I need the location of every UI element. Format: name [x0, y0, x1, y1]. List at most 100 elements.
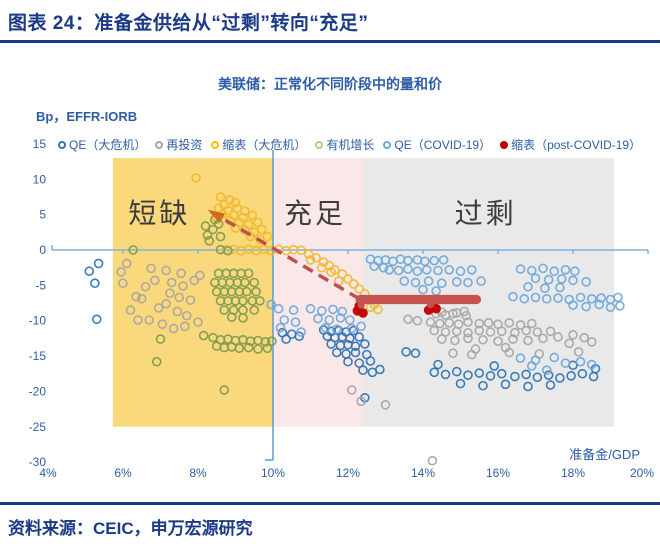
data-point-series-2 [316, 262, 327, 273]
data-point-series-0 [375, 364, 385, 375]
data-point-series-2 [303, 249, 314, 260]
data-point-series-4 [549, 266, 560, 277]
data-point-series-2 [225, 195, 235, 205]
y-tick-label: 15 [33, 137, 47, 151]
data-point-series-3 [151, 356, 162, 367]
data-point-series-3 [243, 268, 254, 279]
data-point-series-4 [560, 264, 571, 275]
y-tick-label: 5 [39, 208, 46, 222]
data-point-series-4 [568, 275, 578, 286]
data-point-series-4 [320, 322, 331, 333]
y-axis-title: Bp，EFFR-IORB [36, 109, 138, 124]
data-point-series-4 [418, 284, 428, 295]
data-point-series-0 [365, 356, 376, 366]
page-title: 图表 24：准备金供给从“过剩”转向“充足” [8, 13, 369, 34]
legend-label: QE（COVID-19） [394, 138, 492, 152]
data-point-series-3 [234, 343, 245, 354]
data-point-series-4 [378, 262, 389, 273]
data-point-series-4 [549, 352, 560, 363]
data-point-series-4 [541, 365, 552, 375]
data-point-series-0 [90, 278, 100, 289]
data-point-series-2 [296, 245, 306, 256]
qt-band-notch [427, 299, 434, 308]
data-point-series-4 [410, 277, 421, 288]
y-tick-label: -30 [29, 455, 47, 469]
data-point-series-4 [543, 274, 554, 285]
data-point-series-0 [532, 372, 543, 383]
data-point-series-0 [354, 358, 365, 368]
data-point-series-1 [425, 317, 436, 327]
legend-item-4: QE（COVID-19） [383, 136, 491, 153]
data-point-series-0 [93, 258, 104, 269]
legend-marker-icon [155, 140, 164, 149]
data-point-series-1 [161, 298, 171, 309]
data-point-series-1 [463, 317, 473, 327]
data-point-series-1 [504, 318, 515, 328]
data-point-series-1 [193, 317, 203, 327]
data-point-series-0 [543, 370, 554, 380]
data-point-series-1 [474, 325, 485, 336]
data-point-series-4 [515, 353, 526, 363]
x-tick-label: 20% [630, 466, 654, 480]
data-point-series-1 [448, 348, 458, 359]
data-point-series-1 [189, 275, 200, 286]
data-point-series-1 [140, 281, 151, 292]
data-point-series-4 [466, 264, 477, 275]
data-point-series-1 [153, 303, 164, 313]
data-point-series-3 [226, 312, 237, 322]
region-label-adequate: 充足 [284, 198, 347, 229]
data-point-series-0 [485, 371, 496, 381]
data-point-series-3 [208, 224, 218, 235]
data-point-series-0 [510, 371, 520, 382]
legend-item-2: 缩表（大危机） [211, 136, 306, 153]
data-point-series-3 [255, 296, 265, 306]
data-point-series-0 [433, 359, 443, 370]
data-point-series-1 [586, 337, 597, 347]
data-point-series-1 [157, 319, 168, 330]
data-point-series-4 [275, 322, 286, 333]
data-point-series-4 [393, 265, 404, 276]
data-point-series-1 [451, 326, 462, 337]
data-point-series-3 [262, 343, 273, 354]
data-point-series-0 [360, 339, 370, 349]
data-point-series-2 [326, 267, 336, 277]
data-point-series-0 [350, 347, 361, 358]
data-point-series-4 [541, 293, 552, 304]
data-point-series-3 [219, 305, 230, 315]
data-point-series-4 [313, 313, 323, 324]
data-point-series-2 [245, 231, 256, 242]
data-point-series-4 [575, 356, 586, 367]
data-point-series-1 [579, 332, 590, 343]
data-point-series-1 [146, 263, 156, 274]
x-tick-label: 12% [336, 466, 360, 480]
data-point-series-3 [198, 330, 209, 341]
data-point-series-1 [436, 334, 447, 344]
data-point-series-4 [412, 266, 423, 277]
chart-subtitle: 美联储：正常化不同阶段中的量和价 [218, 76, 442, 92]
footer-divider [0, 502, 660, 505]
y-tick-label: -15 [29, 349, 47, 363]
data-point-series-4 [555, 282, 565, 293]
data-point-series-1 [538, 333, 548, 344]
y-tick-label: -25 [29, 420, 47, 434]
data-point-series-4 [296, 327, 306, 337]
data-point-series-3 [128, 245, 138, 255]
data-point-series-4 [328, 304, 338, 315]
data-point-series-1 [564, 338, 575, 349]
data-point-series-4 [581, 277, 591, 287]
legend-label: 缩表（post-COVID-19） [511, 138, 642, 152]
data-point-series-0 [84, 266, 95, 277]
data-point-series-0 [429, 367, 440, 378]
qt-band [355, 294, 482, 305]
data-point-series-4 [423, 276, 434, 286]
data-point-series-1 [568, 330, 578, 340]
data-point-series-0 [326, 339, 336, 349]
x-tick-label: 16% [486, 466, 510, 480]
data-point-series-3 [202, 230, 213, 240]
data-point-series-3 [238, 313, 248, 323]
data-point-series-0 [545, 380, 556, 390]
data-point-series-3 [219, 385, 230, 395]
data-point-series-1 [463, 333, 473, 344]
data-point-series-1 [118, 278, 128, 289]
